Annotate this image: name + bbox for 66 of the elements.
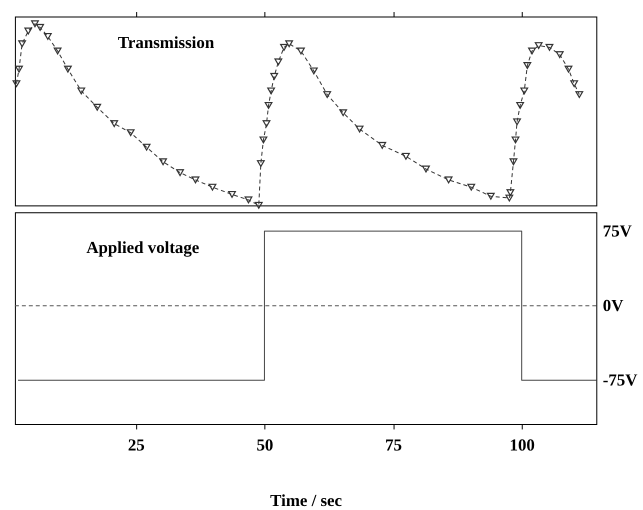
point xyxy=(422,166,430,172)
point xyxy=(323,91,332,98)
point xyxy=(36,24,44,31)
point xyxy=(280,44,288,51)
x-tick-label: 100 xyxy=(510,435,535,454)
point xyxy=(339,109,348,116)
x-axis-title: Time / sec xyxy=(270,490,343,510)
point xyxy=(513,118,521,126)
point xyxy=(12,80,20,88)
point xyxy=(534,42,543,50)
point xyxy=(44,32,52,40)
point xyxy=(256,160,265,168)
point xyxy=(93,104,102,111)
point xyxy=(570,80,578,88)
y-tick-label: -75V xyxy=(602,370,638,390)
point xyxy=(176,169,184,176)
point xyxy=(510,158,518,166)
point xyxy=(54,48,62,54)
point xyxy=(244,196,252,204)
point xyxy=(512,136,520,144)
point xyxy=(378,142,386,149)
point xyxy=(285,40,294,48)
point xyxy=(520,87,528,94)
point xyxy=(208,184,216,191)
point xyxy=(523,62,532,70)
point xyxy=(310,67,318,74)
point xyxy=(192,176,200,184)
point xyxy=(142,144,151,151)
point xyxy=(402,152,410,160)
point xyxy=(444,176,453,184)
x-tick-label: 75 xyxy=(385,435,402,454)
point xyxy=(528,48,536,54)
point xyxy=(506,189,514,196)
y-tick-label: 75V xyxy=(602,222,632,241)
point xyxy=(356,126,364,133)
point xyxy=(254,202,263,209)
point xyxy=(31,20,39,28)
point xyxy=(24,28,32,35)
point xyxy=(15,66,23,73)
annotation: Transmission xyxy=(118,32,215,52)
point xyxy=(77,87,86,94)
point xyxy=(264,102,272,109)
point xyxy=(556,51,564,58)
point xyxy=(259,136,268,144)
point xyxy=(564,66,572,73)
annotation: Applied voltage xyxy=(86,238,200,258)
point xyxy=(297,48,305,54)
point xyxy=(126,129,135,136)
point xyxy=(110,120,118,128)
point xyxy=(159,158,168,166)
point xyxy=(267,87,276,94)
point xyxy=(486,192,495,200)
x-tick-label: 25 xyxy=(128,435,145,454)
y-tick-label: 0V xyxy=(602,296,624,316)
point xyxy=(516,102,524,109)
point xyxy=(546,44,554,51)
point xyxy=(262,120,270,128)
point xyxy=(467,184,476,191)
x-tick-label: 50 xyxy=(256,435,274,454)
point xyxy=(575,91,584,98)
point xyxy=(270,72,278,80)
point xyxy=(228,190,236,198)
point xyxy=(64,66,72,73)
point xyxy=(18,40,26,48)
point xyxy=(274,58,282,66)
point xyxy=(505,194,514,202)
